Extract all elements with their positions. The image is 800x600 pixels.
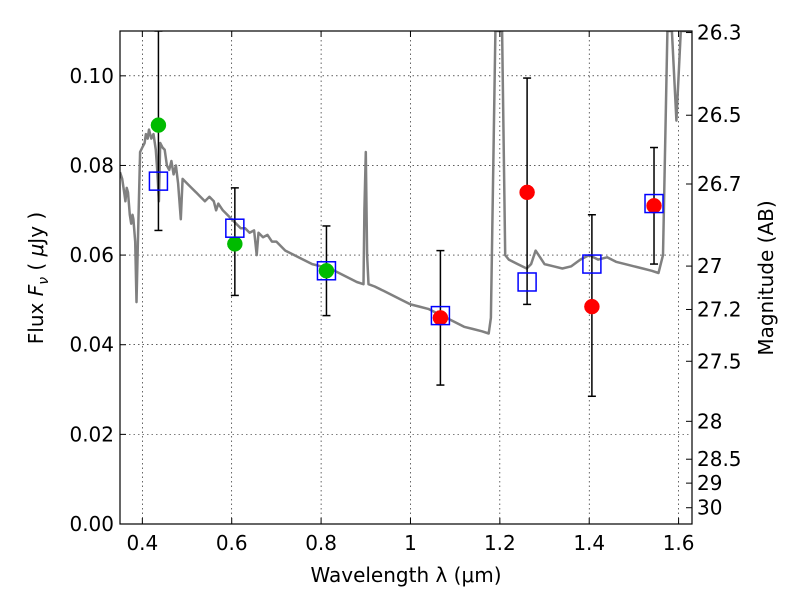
- x-tick-label: 0.8: [305, 531, 337, 555]
- model-point-square: [148, 171, 169, 191]
- mag-tick-label: 26.5: [697, 103, 742, 127]
- y-axis-label-right: Magnitude (AB): [754, 200, 778, 355]
- model-point-square: [582, 254, 602, 274]
- flux-point-circle: [584, 298, 600, 315]
- mag-tick-label: 28: [697, 409, 722, 433]
- flux-point-circle: [227, 236, 243, 252]
- y-tick-label: 0.06: [69, 243, 114, 267]
- mag-tick-label: 27.5: [697, 349, 742, 373]
- mag-tick-label: 29: [697, 471, 722, 495]
- y-tick-label: 0.08: [69, 153, 114, 177]
- model-point-square: [644, 193, 664, 214]
- x-tick-label: 1.4: [573, 531, 605, 555]
- model-spectrum-line: [120, 31, 692, 335]
- model-point-square: [225, 218, 245, 238]
- flux-point-circle: [519, 184, 535, 201]
- flux-point-circle: [432, 310, 449, 326]
- axis-ticks: 0.4 0.6 0.8 1 1.2 1.4 1.6 0.00 0.02 0.04 0.06 0.08 0…: [69, 21, 741, 555]
- plot-frame: [119, 30, 693, 525]
- mag-tick-label: 26.3: [697, 21, 742, 45]
- flux-point-circle: [150, 117, 167, 133]
- mag-tick-label: 30: [697, 496, 722, 520]
- model-spectrum-layer: [120, 31, 692, 335]
- y-tick-label: 0.00: [69, 512, 114, 536]
- flux-point-circle: [318, 263, 335, 279]
- mag-tick-label: 26.7: [697, 172, 742, 196]
- y-tick-label: 0.02: [69, 422, 114, 446]
- model-point-square: [316, 261, 337, 281]
- x-axis-label: Wavelength λ (μm): [310, 563, 501, 587]
- x-tick-label: 1.6: [663, 531, 695, 555]
- model-point-square: [430, 305, 451, 326]
- y-axis-label-left: Flux Fν ( μJy ): [24, 212, 52, 344]
- model-point-square: [517, 272, 537, 292]
- y-tick-label: 0.04: [69, 333, 114, 357]
- x-tick-label: 0.4: [126, 531, 158, 555]
- mag-tick-label: 27.2: [697, 297, 742, 321]
- flux-point-circle: [646, 198, 662, 214]
- x-tick-label: 1.2: [484, 531, 516, 555]
- x-tick-label: 0.6: [216, 531, 248, 555]
- x-tick-label: 1: [404, 531, 417, 555]
- mag-tick-label: 27: [697, 254, 722, 278]
- marker-layer: [148, 117, 664, 326]
- mag-tick-label: 28.5: [697, 447, 742, 471]
- y-tick-label: 0.10: [69, 64, 114, 88]
